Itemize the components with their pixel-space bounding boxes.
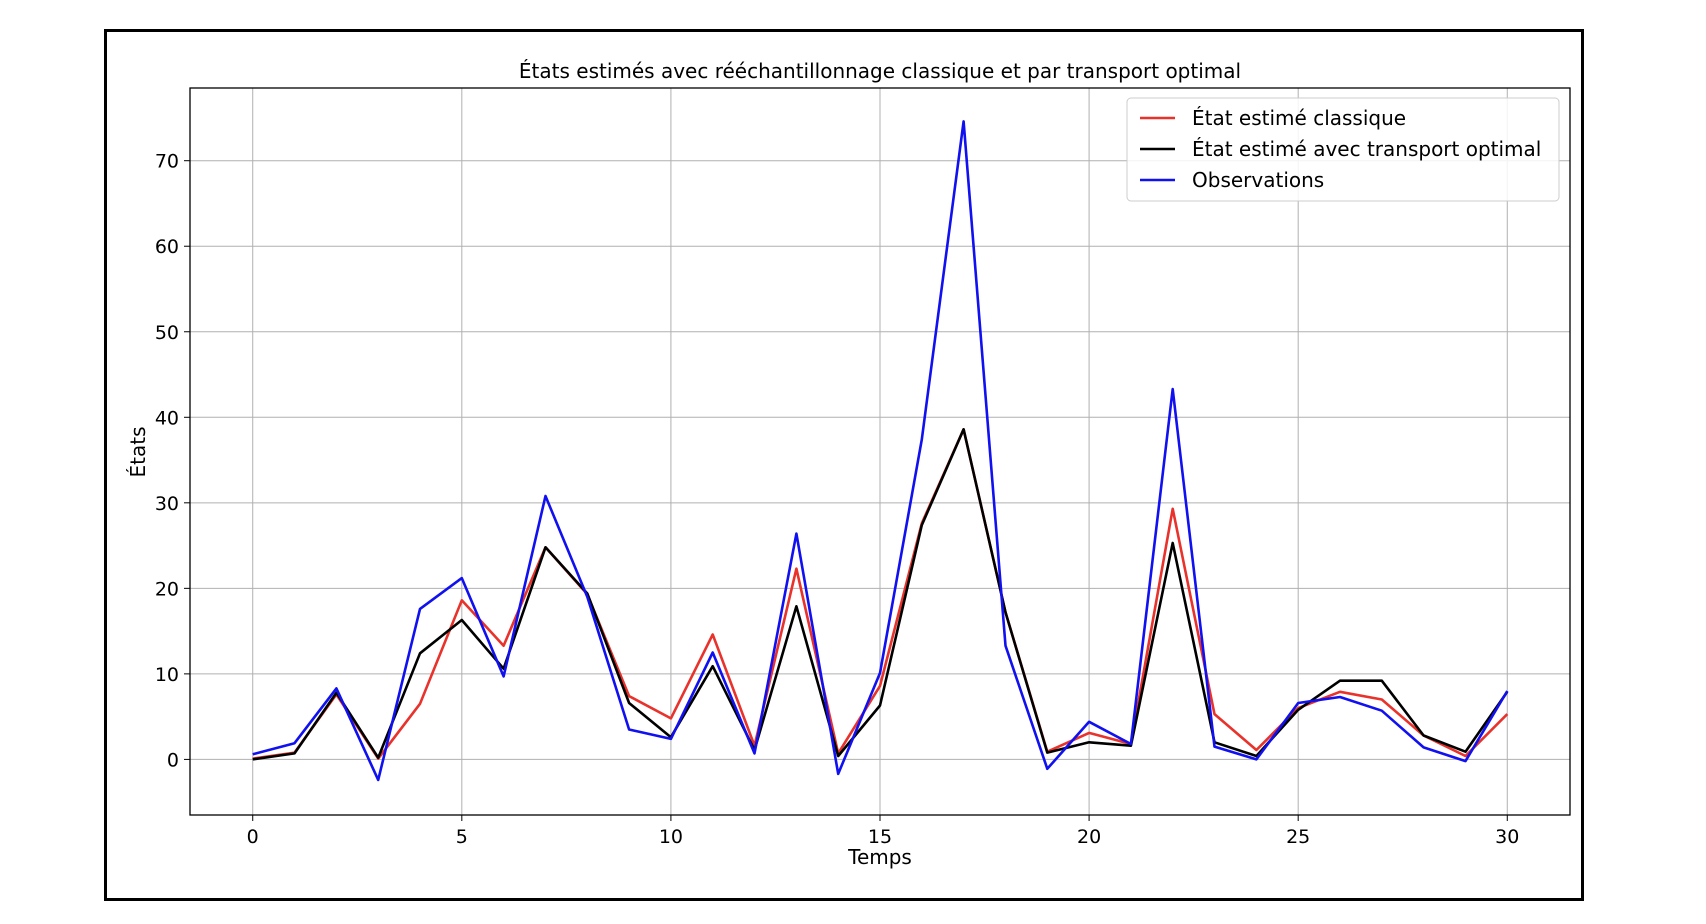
y-tick-label: 20	[155, 578, 179, 600]
y-tick-label: 70	[155, 151, 179, 173]
x-tick-label: 0	[247, 826, 259, 848]
series-line-1	[252, 427, 1509, 760]
y-tick-label: 40	[155, 407, 179, 429]
x-tick-label: 20	[1077, 826, 1101, 848]
x-axis-label: Temps	[847, 845, 912, 869]
y-tick-label: 60	[155, 236, 179, 258]
y-tick-label: 50	[155, 322, 179, 344]
x-tick-label: 25	[1286, 826, 1310, 848]
legend-label: Observations	[1192, 168, 1324, 192]
series-line-2	[252, 427, 1509, 761]
y-axis-ticks: 0 10 20 30 40 50 60 70	[155, 151, 190, 771]
x-tick-label: 30	[1495, 826, 1519, 848]
x-tick-label: 5	[456, 826, 468, 848]
y-tick-label: 0	[167, 749, 179, 771]
figure-frame	[104, 29, 1584, 901]
legend-label: État estimé avec transport optimal	[1192, 137, 1541, 161]
y-tick-label: 30	[155, 493, 179, 515]
legend: État estimé classique État estimé avec tr…	[1126, 97, 1560, 202]
x-axis-ticks: 0 5 10 15 20 25 30	[247, 815, 1519, 848]
x-tick-label: 10	[659, 826, 683, 848]
legend-box	[1126, 97, 1560, 202]
y-tick-label: 10	[155, 664, 179, 686]
series-lines	[252, 120, 1509, 782]
x-tick-label: 15	[868, 826, 892, 848]
chart-title: États estimés avec rééchantillonnage cla…	[519, 59, 1241, 83]
series-line-3	[252, 120, 1509, 782]
legend-label: État estimé classique	[1192, 106, 1406, 130]
y-axis-label: États	[126, 427, 150, 478]
